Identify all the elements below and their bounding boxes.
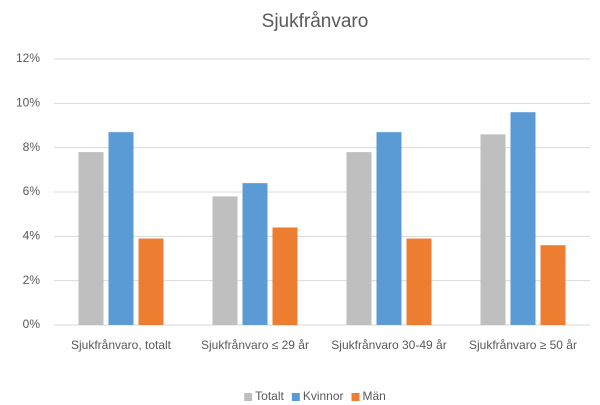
bar <box>78 152 104 325</box>
x-tick-label: Sjukfrånvaro 30-49 år <box>331 338 447 352</box>
legend-swatch <box>244 393 253 401</box>
legend-swatch <box>351 393 360 401</box>
chart-title: Sjukfrånvaro <box>262 11 369 32</box>
legend-label: Totalt <box>255 389 284 403</box>
x-tick-label: Sjukfrånvaro ≥ 50 år <box>469 338 577 352</box>
bar <box>406 238 432 325</box>
y-tick-label: 12% <box>16 51 40 65</box>
y-tick-label: 2% <box>23 273 41 287</box>
bar <box>346 152 372 325</box>
y-tick-label: 0% <box>23 317 41 331</box>
bar <box>510 112 536 325</box>
x-tick-label: Sjukfrånvaro, totalt <box>70 338 172 352</box>
legend-swatch <box>291 393 300 401</box>
y-tick-label: 10% <box>16 96 40 110</box>
bar <box>108 132 134 325</box>
bar <box>272 227 298 325</box>
y-tick-label: 4% <box>23 229 41 243</box>
bar <box>480 134 506 325</box>
legend-label: Män <box>363 389 386 403</box>
bar <box>376 132 402 325</box>
bar <box>212 196 238 325</box>
bar <box>540 245 566 325</box>
bar <box>138 238 164 325</box>
y-tick-label: 6% <box>23 184 41 198</box>
y-tick-label: 8% <box>23 140 41 154</box>
x-tick-label: Sjukfrånvaro ≤ 29 år <box>201 338 309 352</box>
bar <box>242 183 268 325</box>
legend-label: Kvinnor <box>303 389 344 403</box>
